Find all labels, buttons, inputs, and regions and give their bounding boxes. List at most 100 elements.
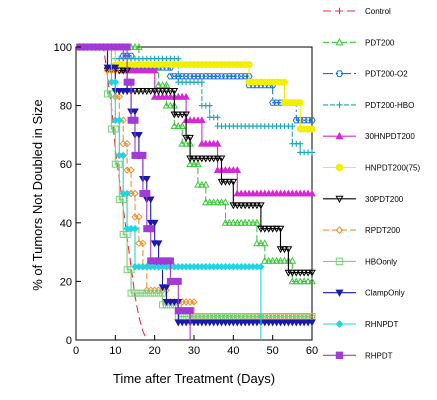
data-point <box>178 122 187 130</box>
data-point <box>166 101 175 109</box>
data-point <box>257 239 265 247</box>
legend-marker <box>335 131 344 140</box>
series-clamponly <box>76 44 316 327</box>
data-point <box>150 219 159 227</box>
data-point <box>127 78 135 86</box>
x-tick-label: 20 <box>149 345 161 357</box>
data-point <box>190 298 198 306</box>
y-tick-label: 40 <box>60 218 72 230</box>
data-point <box>296 277 305 285</box>
data-point <box>131 42 139 50</box>
legend-marker <box>335 195 344 204</box>
data-point <box>260 256 269 264</box>
data-point <box>288 269 297 277</box>
data-point <box>111 64 120 72</box>
y-tick-label: 20 <box>60 276 72 288</box>
data-point <box>233 202 242 210</box>
data-point <box>131 108 139 116</box>
legend-marker <box>336 7 343 15</box>
legend: Control PDT200 PDT200-O2 PDT200-HBO 30HNPDT2… <box>323 7 420 360</box>
data-point <box>205 198 214 206</box>
x-tick-label: 0 <box>73 345 79 357</box>
legend-marker <box>335 38 344 46</box>
legend-marker <box>335 163 344 172</box>
data-point <box>249 202 257 210</box>
data-point <box>139 88 147 95</box>
data-point <box>300 277 308 285</box>
data-point <box>186 73 194 80</box>
series-hboonly <box>76 43 316 321</box>
data-point <box>111 78 120 86</box>
data-point <box>194 180 202 188</box>
data-point <box>209 155 218 163</box>
data-point <box>280 246 289 254</box>
y-tick-label: 0 <box>66 335 72 347</box>
legend-item: PDT200 <box>323 38 395 47</box>
data-point <box>143 289 151 297</box>
data-point <box>119 231 127 239</box>
data-point <box>237 73 245 80</box>
data-point <box>119 67 128 75</box>
data-point <box>166 73 174 80</box>
legend-marker <box>335 226 344 235</box>
data-point <box>257 202 265 210</box>
x-axis-label: Time after Treatment (Days) <box>113 371 275 386</box>
data-point <box>264 225 273 233</box>
data-point <box>123 139 131 148</box>
legend-label: RPDT200 <box>365 226 401 235</box>
data-point <box>308 269 316 277</box>
data-point <box>253 202 261 210</box>
data-point <box>221 198 230 206</box>
legend-item: ClampOnly <box>323 289 405 298</box>
data-point <box>103 90 111 98</box>
legend-item: 30HNPDT200 <box>323 131 415 141</box>
data-point <box>127 289 135 297</box>
data-point <box>217 178 226 186</box>
data-point <box>182 73 190 80</box>
data-point <box>178 139 187 147</box>
data-point <box>119 151 127 160</box>
data-point <box>135 213 143 221</box>
data-point <box>308 117 316 124</box>
data-point <box>131 116 139 124</box>
data-point <box>268 225 277 233</box>
data-point <box>198 116 206 124</box>
data-point <box>245 202 253 210</box>
data-point <box>241 73 249 80</box>
data-point <box>174 277 182 285</box>
data-point <box>159 301 167 309</box>
data-point <box>194 155 202 163</box>
data-point <box>115 195 123 203</box>
data-point <box>264 256 273 264</box>
data-point <box>225 178 234 186</box>
data-point <box>146 88 155 95</box>
data-point <box>206 73 214 80</box>
data-point <box>186 160 194 168</box>
data-point <box>245 73 253 80</box>
data-point <box>280 256 289 264</box>
legend-item: HBOonly <box>323 257 397 266</box>
data-point <box>276 99 285 106</box>
data-point <box>170 73 178 80</box>
data-point <box>233 218 242 226</box>
data-point <box>214 73 222 80</box>
data-point <box>237 218 246 226</box>
data-point <box>170 88 179 95</box>
data-point <box>257 263 265 271</box>
data-point <box>142 175 151 183</box>
data-point <box>213 155 222 163</box>
data-point <box>268 256 277 264</box>
data-point <box>147 225 155 233</box>
data-point <box>135 88 143 95</box>
legend-item: PDT200-O2 <box>323 70 408 79</box>
data-point <box>139 151 147 159</box>
data-point <box>296 99 304 107</box>
data-point <box>214 114 221 121</box>
data-point <box>276 225 285 233</box>
data-point <box>292 269 301 277</box>
legend-item: 30PDT200 <box>323 195 404 204</box>
legend-label: PDT200-HBO <box>365 101 414 110</box>
series-layer <box>76 42 316 341</box>
y-axis-ticks: 0 20 40 60 80 100 <box>54 42 81 347</box>
data-point <box>150 88 159 95</box>
